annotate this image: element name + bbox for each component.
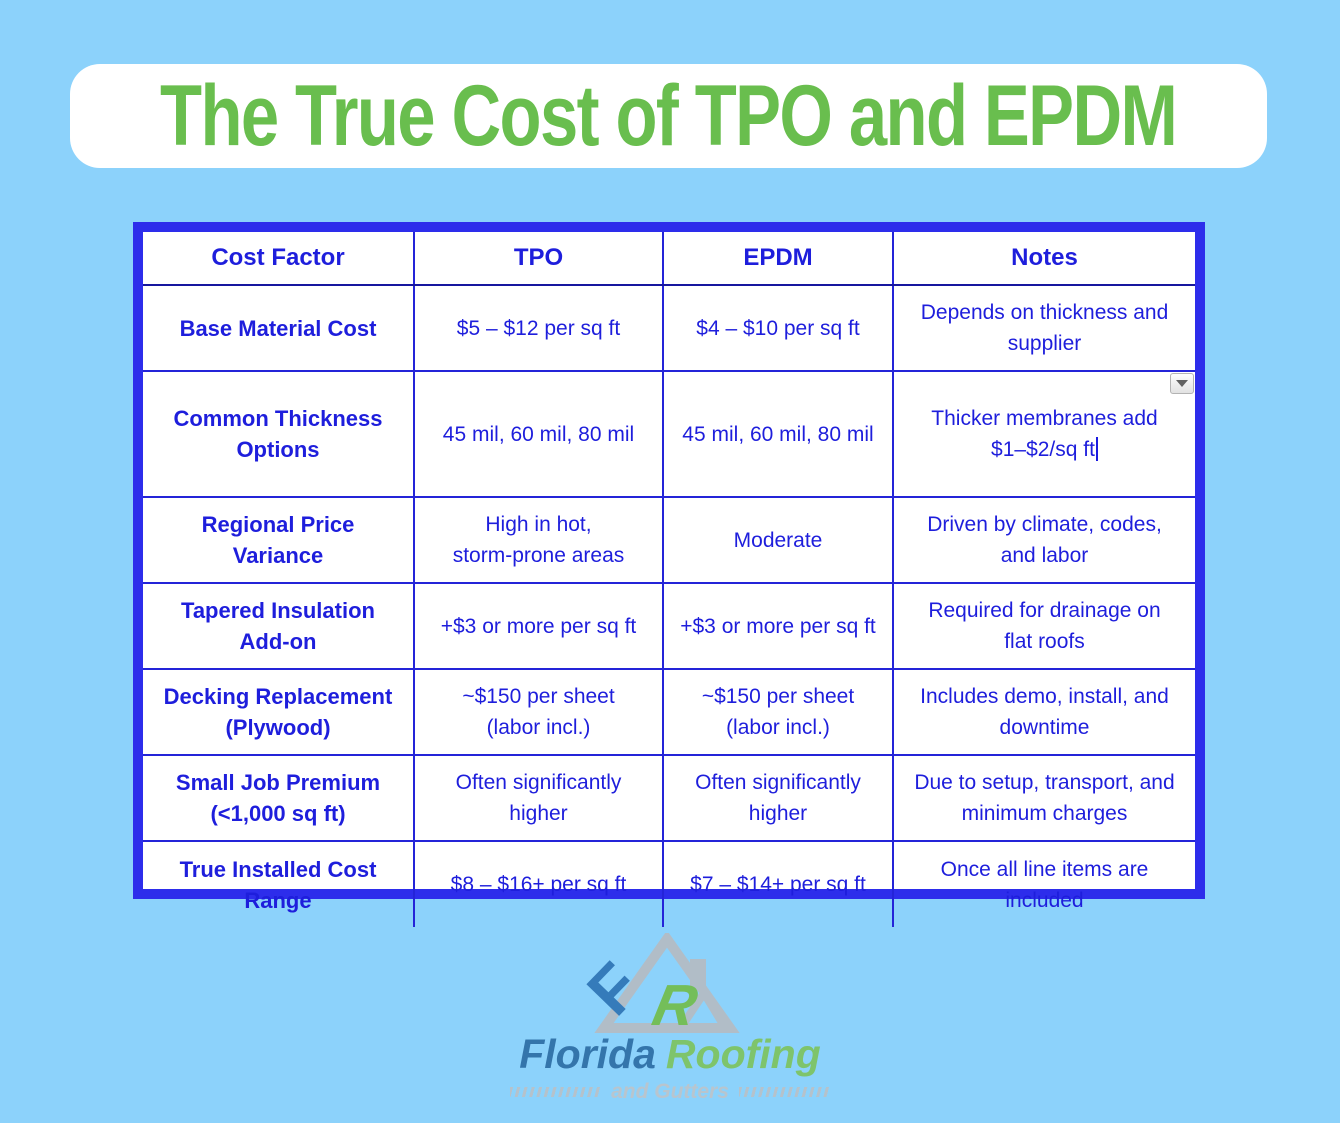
cell-epdm-tapered[interactable]: +$3 or more per sq ft [662,582,894,670]
logo-tagline-text: and Gutters [611,1080,729,1103]
header-tpo[interactable]: TPO [413,232,664,286]
table-row: Regional Price Variance High in hot, sto… [143,496,1195,584]
logo-name-florida: Florida [519,1031,656,1077]
cell-notes-installed-cost[interactable]: Once all line items are included [892,840,1195,927]
cell-epdm-installed-cost[interactable]: $7 – $14+ per sq ft [662,840,894,927]
title-banner: The True Cost of TPO and EPDM [70,64,1267,168]
cell-tpo-tapered[interactable]: +$3 or more per sq ft [413,582,664,670]
cell-tpo-decking[interactable]: ~$150 per sheet (labor incl.) [413,668,664,756]
header-notes[interactable]: Notes [892,232,1195,286]
cell-tpo-installed-cost[interactable]: $8 – $16+ per sq ft [413,840,664,927]
cell-notes-base-material[interactable]: Depends on thickness and supplier [892,284,1195,372]
table-row: Tapered Insulation Add-on +$3 or more pe… [143,582,1195,670]
cell-factor-regional[interactable]: Regional Price Variance [143,496,415,584]
cell-factor-installed-cost[interactable]: True Installed Cost Range [143,840,415,927]
cell-factor-small-job[interactable]: Small Job Premium (<1,000 sq ft) [143,754,415,842]
svg-text:F: F [573,948,654,1028]
cell-notes-small-job[interactable]: Due to setup, transport, and minimum cha… [892,754,1195,842]
cell-epdm-small-job[interactable]: Often significantly higher [662,754,894,842]
cell-tpo-small-job[interactable]: Often significantly higher [413,754,664,842]
hatch-right-decoration [738,1087,830,1097]
cell-factor-decking[interactable]: Decking Replacement (Plywood) [143,668,415,756]
table-row: True Installed Cost Range $8 – $16+ per … [143,840,1195,927]
header-epdm[interactable]: EPDM [662,232,894,286]
cell-text: Thicker membranes add $1–$2/sq ft [931,407,1158,461]
cell-epdm-base-material[interactable]: $4 – $10 per sq ft [662,284,894,372]
cell-notes-regional[interactable]: Driven by climate, codes, and labor [892,496,1195,584]
cell-tpo-regional[interactable]: High in hot, storm-prone areas [413,496,664,584]
cell-epdm-decking[interactable]: ~$150 per sheet (labor incl.) [662,668,894,756]
cost-comparison-table: Cost Factor TPO EPDM Notes Base Material… [133,222,1205,927]
text-cursor [1095,437,1098,461]
table-row: Base Material Cost $5 – $12 per sq ft $4… [143,284,1195,372]
cell-dropdown-button[interactable] [1170,373,1194,394]
cell-epdm-thickness[interactable]: 45 mil, 60 mil, 80 mil [662,370,894,498]
logo-tagline: and Gutters [510,1080,830,1104]
cell-notes-thickness[interactable]: Thicker membranes add $1–$2/sq ft [892,370,1195,498]
cell-factor-tapered[interactable]: Tapered Insulation Add-on [143,582,415,670]
roof-monogram-icon: F R [573,933,740,1037]
hatch-left-decoration [510,1087,602,1097]
header-cost-factor[interactable]: Cost Factor [143,232,415,286]
chevron-down-icon [1176,380,1188,387]
table-row: Small Job Premium (<1,000 sq ft) Often s… [143,754,1195,842]
table-header-row: Cost Factor TPO EPDM Notes [143,232,1195,286]
table-row: Common Thickness Options 45 mil, 60 mil,… [143,370,1195,498]
table-row: Decking Replacement (Plywood) ~$150 per … [143,668,1195,756]
cell-tpo-thickness[interactable]: 45 mil, 60 mil, 80 mil [413,370,664,498]
logo-name: Florida Roofing [510,1031,830,1078]
cell-factor-base-material[interactable]: Base Material Cost [143,284,415,372]
cell-factor-thickness[interactable]: Common Thickness Options [143,370,415,498]
cell-notes-tapered[interactable]: Required for drainage on flat roofs [892,582,1195,670]
cell-epdm-regional[interactable]: Moderate [662,496,894,584]
florida-roofing-logo: F R Florida Roofing and Gutters [510,933,830,1104]
cell-tpo-base-material[interactable]: $5 – $12 per sq ft [413,284,664,372]
logo-name-roofing: Roofing [665,1031,821,1077]
cell-notes-decking[interactable]: Includes demo, install, and downtime [892,668,1195,756]
page-title: The True Cost of TPO and EPDM [160,67,1178,164]
